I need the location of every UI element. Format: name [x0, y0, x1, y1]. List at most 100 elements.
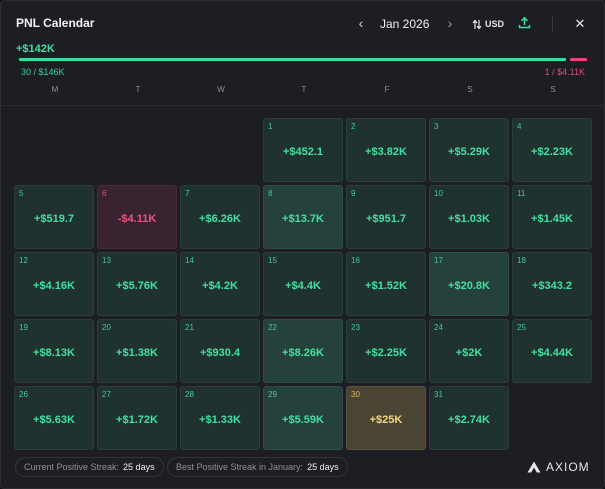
day-cell[interactable]: 23 +$2.25K — [346, 319, 426, 383]
day-number: 26 — [19, 390, 28, 399]
day-cell[interactable]: 15 +$4.4K — [263, 252, 343, 316]
current-month: Jan 2026 — [380, 17, 430, 31]
day-cell[interactable]: 1 +$452.1 — [263, 118, 343, 182]
day-pnl-value: +$6.26K — [199, 213, 241, 225]
day-cell[interactable]: 27 +$1.72K — [97, 386, 177, 450]
day-cell[interactable]: 13 +$5.76K — [97, 252, 177, 316]
day-number: 30 — [351, 390, 360, 399]
day-number: 15 — [268, 256, 277, 265]
pnl-progress-bar — [19, 58, 587, 61]
close-icon: ✕ — [574, 16, 586, 31]
day-cell[interactable]: 29 +$5.59K — [263, 386, 343, 450]
day-cell[interactable]: 25 +$4.44K — [512, 319, 592, 383]
day-number: 29 — [268, 390, 277, 399]
day-number: 25 — [517, 323, 526, 332]
day-cell[interactable]: 8 +$13.7K — [263, 185, 343, 249]
weekday-label: S — [550, 85, 556, 94]
day-number: 18 — [517, 256, 526, 265]
brand: AXIOM — [527, 459, 590, 475]
day-cell[interactable]: 9 +$951.7 — [346, 185, 426, 249]
day-pnl-value: +$2K — [455, 347, 483, 359]
day-number: 31 — [434, 390, 443, 399]
current-streak-value: 25 days — [123, 462, 155, 472]
day-cell[interactable]: 2 +$3.82K — [346, 118, 426, 182]
current-streak-pill: Current Positive Streak: 25 days — [15, 457, 164, 477]
weekday-label: T — [135, 85, 141, 94]
day-cell[interactable]: 20 +$1.38K — [97, 319, 177, 383]
negative-progress — [570, 58, 587, 61]
day-pnl-value: +$3.82K — [365, 146, 407, 158]
day-pnl-value: +$1.72K — [116, 414, 158, 426]
weekday-label: T — [301, 85, 307, 94]
day-cell[interactable]: 18 +$343.2 — [512, 252, 592, 316]
header-divider — [552, 16, 553, 32]
day-cell[interactable]: 4 +$2.23K — [512, 118, 592, 182]
day-pnl-value: +$8.26K — [282, 347, 324, 359]
day-number: 12 — [19, 256, 28, 265]
day-number: 16 — [351, 256, 360, 265]
day-pnl-value: +$930.4 — [199, 347, 241, 359]
day-cell[interactable]: 12 +$4.16K — [14, 252, 94, 316]
weekday-label: M — [51, 85, 59, 94]
sort-arrows-icon — [472, 19, 482, 30]
negative-days-summary: 1 / $4.11K — [544, 67, 585, 77]
day-cell[interactable]: 21 +$930.4 — [180, 319, 260, 383]
day-cell[interactable]: 19 +$8.13K — [14, 319, 94, 383]
day-pnl-value: +$8.13K — [33, 347, 75, 359]
calendar-grid: 1 +$452.1 2 +$3.82K 3 +$5.29K 4 +$2.23K 5 +$519.7… — [14, 118, 594, 452]
day-cell[interactable]: 11 +$1.45K — [512, 185, 592, 249]
day-number: 5 — [19, 189, 24, 198]
best-streak-value: 25 days — [307, 462, 339, 472]
day-cell[interactable]: 26 +$5.63K — [14, 386, 94, 450]
day-number: 21 — [185, 323, 194, 332]
prev-month-button[interactable]: ‹ — [353, 13, 369, 33]
day-pnl-value: +$2.25K — [365, 347, 407, 359]
day-cell[interactable]: 10 +$1.03K — [429, 185, 509, 249]
day-number: 22 — [268, 323, 277, 332]
day-number: 11 — [517, 189, 526, 198]
day-cell[interactable]: 28 +$1.33K — [180, 386, 260, 450]
day-pnl-value: +$1.33K — [199, 414, 241, 426]
day-number: 3 — [434, 122, 439, 131]
header-separator — [1, 105, 604, 106]
day-cell[interactable]: 24 +$2K — [429, 319, 509, 383]
next-month-button[interactable]: › — [443, 13, 457, 33]
panel-title: PNL Calendar — [16, 16, 95, 30]
day-pnl-value: -$4.11K — [117, 213, 157, 225]
day-number: 23 — [351, 323, 360, 332]
day-cell[interactable]: 16 +$1.52K — [346, 252, 426, 316]
day-number: 13 — [102, 256, 111, 265]
upload-icon — [518, 16, 531, 33]
day-number: 27 — [102, 390, 111, 399]
day-pnl-value: +$951.7 — [365, 213, 407, 225]
chevron-left-icon: ‹ — [358, 15, 364, 31]
day-number: 1 — [268, 122, 273, 131]
day-number: 24 — [434, 323, 443, 332]
day-cell[interactable]: 31 +$2.74K — [429, 386, 509, 450]
currency-toggle[interactable]: USD — [472, 15, 504, 33]
export-button[interactable] — [518, 16, 532, 32]
day-pnl-value: +$4.16K — [33, 280, 75, 292]
day-pnl-value: +$20.8K — [448, 280, 490, 292]
day-pnl-value: +$1.03K — [448, 213, 490, 225]
day-number: 14 — [185, 256, 194, 265]
day-cell[interactable]: 6 -$4.11K — [97, 185, 177, 249]
day-cell[interactable]: 30 +$25K — [346, 386, 426, 450]
day-number: 6 — [102, 189, 107, 198]
day-number: 4 — [517, 122, 522, 131]
day-pnl-value: +$5.29K — [448, 146, 490, 158]
day-cell[interactable]: 22 +$8.26K — [263, 319, 343, 383]
day-pnl-value: +$4.2K — [202, 280, 238, 292]
positive-days-summary: 30 / $146K — [21, 67, 65, 77]
day-cell[interactable]: 17 +$20.8K — [429, 252, 509, 316]
day-pnl-value: +$4.4K — [285, 280, 321, 292]
day-number: 20 — [102, 323, 111, 332]
day-pnl-value: +$343.2 — [531, 280, 573, 292]
day-cell[interactable]: 14 +$4.2K — [180, 252, 260, 316]
day-cell[interactable]: 5 +$519.7 — [14, 185, 94, 249]
day-number: 10 — [434, 189, 443, 198]
day-cell[interactable]: 3 +$5.29K — [429, 118, 509, 182]
close-button[interactable]: ✕ — [573, 16, 587, 32]
day-cell[interactable]: 7 +$6.26K — [180, 185, 260, 249]
